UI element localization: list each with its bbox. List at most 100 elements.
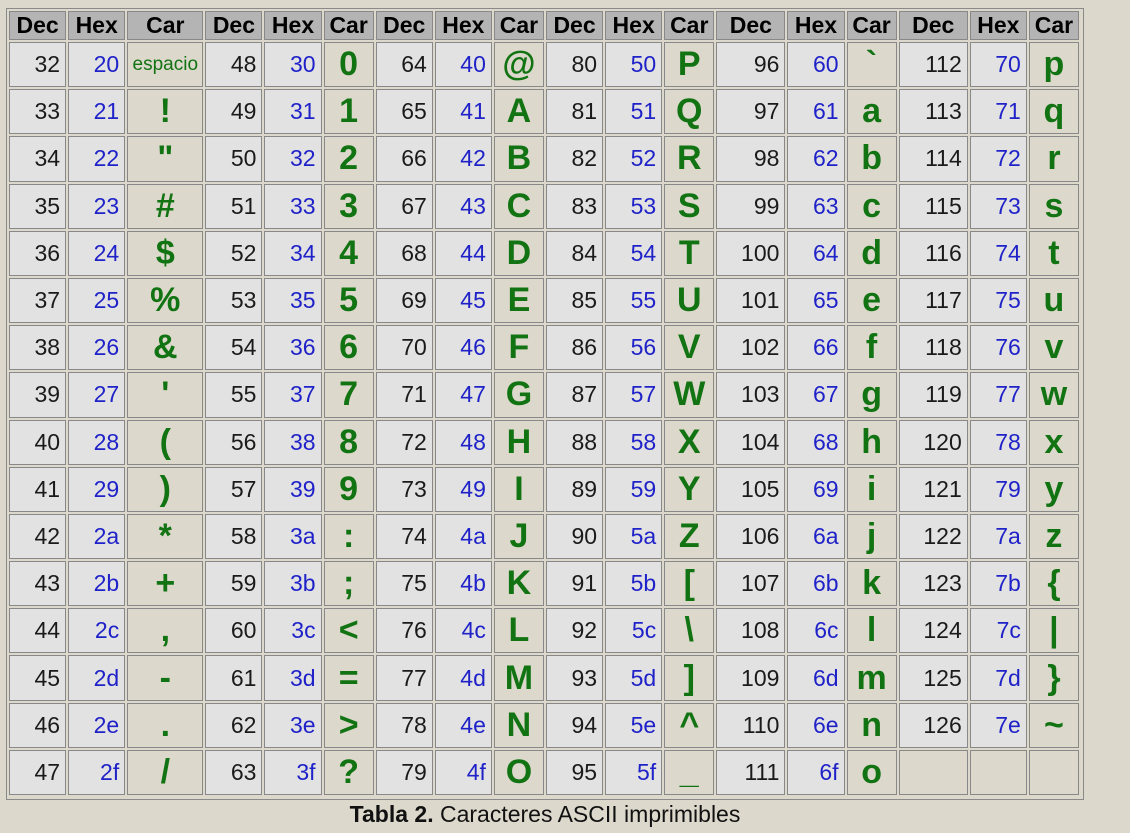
hex-cell: 2e <box>68 702 126 748</box>
dec-cell: 45 <box>9 655 67 701</box>
dec-cell: 52 <box>205 230 263 276</box>
hex-cell: 5f <box>605 749 663 795</box>
dec-cell: 79 <box>375 749 433 795</box>
char-cell: x <box>1028 419 1079 465</box>
char-cell: a <box>846 89 897 135</box>
dec-cell: 61 <box>205 655 263 701</box>
hex-cell: 78 <box>969 419 1027 465</box>
char-cell: ) <box>127 466 204 512</box>
dec-cell: 55 <box>205 372 263 418</box>
hex-cell: 58 <box>605 419 663 465</box>
column-header: Car <box>493 11 544 40</box>
hex-cell: 63 <box>787 183 845 229</box>
dec-cell: 78 <box>375 702 433 748</box>
hex-cell: 62 <box>787 136 845 182</box>
column-header: Hex <box>605 11 663 40</box>
char-cell: ! <box>127 89 204 135</box>
dec-cell: 111 <box>716 749 786 795</box>
char-cell: 4 <box>323 230 374 276</box>
dec-cell: 119 <box>898 372 968 418</box>
hex-cell: 57 <box>605 372 663 418</box>
hex-cell: 64 <box>787 230 845 276</box>
hex-cell: 61 <box>787 89 845 135</box>
char-cell: X <box>664 419 715 465</box>
char-cell: T <box>664 230 715 276</box>
char-cell: h <box>846 419 897 465</box>
hex-cell: 4e <box>434 702 492 748</box>
char-cell: ; <box>323 561 374 607</box>
dec-cell: 68 <box>375 230 433 276</box>
char-cell: _ <box>664 749 715 795</box>
dec-cell: 76 <box>375 608 433 654</box>
dec-cell: 41 <box>9 466 67 512</box>
table-row: 33 21! 49 31 1 65 41 A 81 51 Q 97 61 a 113 71 q <box>9 89 1079 135</box>
char-cell: Q <box>664 89 715 135</box>
column-header: Hex <box>68 11 126 40</box>
dec-cell: 53 <box>205 277 263 324</box>
dec-cell: 56 <box>205 419 263 465</box>
dec-cell: 89 <box>545 466 604 512</box>
hex-cell: 3a <box>264 513 322 560</box>
column-header: Hex <box>434 11 492 40</box>
char-cell: < <box>323 608 374 654</box>
dec-cell: 42 <box>9 513 67 560</box>
hex-cell: 34 <box>264 230 322 276</box>
hex-cell: 7c <box>969 608 1027 654</box>
hex-cell: 3f <box>264 749 322 795</box>
hex-cell: 23 <box>68 183 126 229</box>
column-header: Dec <box>545 11 604 40</box>
char-cell: m <box>846 655 897 701</box>
table-row: 38 26 & 54 36 6 70 46 F 86 56 V 102 66 f 118 76 v <box>9 325 1079 371</box>
ascii-table-container: Dec Hex Car Dec Hex Car Dec Hex Car Dec Hex Car Dec H… <box>6 8 1084 800</box>
dec-cell: 122 <box>898 513 968 560</box>
dec-cell: 104 <box>716 419 786 465</box>
char-cell: ' <box>127 372 204 418</box>
dec-cell: 50 <box>205 136 263 182</box>
char-cell: { <box>1028 561 1079 607</box>
dec-cell: 80 <box>545 42 604 88</box>
char-cell: O <box>493 749 544 795</box>
char-cell: E <box>493 277 544 324</box>
dec-cell: 110 <box>716 702 786 748</box>
hex-cell: 7e <box>969 702 1027 748</box>
char-cell: z <box>1028 513 1079 560</box>
column-header: Dec <box>898 11 968 40</box>
dec-cell: 38 <box>9 325 67 371</box>
hex-cell: 6f <box>787 749 845 795</box>
char-cell: espacio <box>127 42 204 88</box>
table-row: 40 28(56 38 8 72 48 H 88 58 X 104 68 h 120 78 x <box>9 419 1079 465</box>
hex-cell: 22 <box>68 136 126 182</box>
table-row: 32 20 espacio 48 30 0 64 40 @80 50 P 96 60 ` 112 70 p <box>9 42 1079 88</box>
char-cell: 2 <box>323 136 374 182</box>
char-cell: , <box>127 608 204 654</box>
hex-cell: 2b <box>68 561 126 607</box>
ascii-table: Dec Hex Car Dec Hex Car Dec Hex Car Dec Hex Car Dec H… <box>7 9 1081 797</box>
char-cell: @ <box>493 42 544 88</box>
hex-cell: 59 <box>605 466 663 512</box>
hex-cell: 3b <box>264 561 322 607</box>
dec-cell: 96 <box>716 42 786 88</box>
dec-cell: 64 <box>375 42 433 88</box>
char-cell: d <box>846 230 897 276</box>
dec-cell: 47 <box>9 749 67 795</box>
caption-label: Tabla 2. <box>349 801 434 827</box>
char-cell: k <box>846 561 897 607</box>
char-cell: [ <box>664 561 715 607</box>
hex-cell: 7b <box>969 561 1027 607</box>
char-cell: U <box>664 277 715 324</box>
dec-cell: 87 <box>545 372 604 418</box>
hex-cell: 3d <box>264 655 322 701</box>
dec-cell: 93 <box>545 655 604 701</box>
char-cell: " <box>127 136 204 182</box>
dec-cell: 88 <box>545 419 604 465</box>
dec-cell: 85 <box>545 277 604 324</box>
char-cell: F <box>493 325 544 371</box>
table-row: 47 2f/63 3f? 79 4f O 95 5f _ 111 6f o <box>9 749 1079 795</box>
char-cell: % <box>127 277 204 324</box>
column-header: Hex <box>969 11 1027 40</box>
hex-cell: 2f <box>68 749 126 795</box>
char-cell: 1 <box>323 89 374 135</box>
column-header: Dec <box>716 11 786 40</box>
dec-cell: 33 <box>9 89 67 135</box>
char-cell: i <box>846 466 897 512</box>
